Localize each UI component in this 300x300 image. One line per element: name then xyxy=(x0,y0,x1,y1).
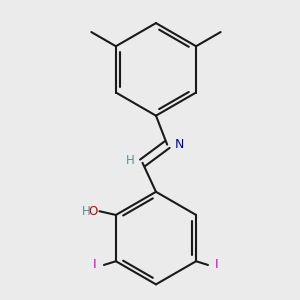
Text: N: N xyxy=(175,138,184,151)
Text: H: H xyxy=(126,154,135,167)
Text: H: H xyxy=(82,205,91,218)
Text: I: I xyxy=(215,259,219,272)
Text: I: I xyxy=(93,259,97,272)
Text: O: O xyxy=(89,205,98,218)
